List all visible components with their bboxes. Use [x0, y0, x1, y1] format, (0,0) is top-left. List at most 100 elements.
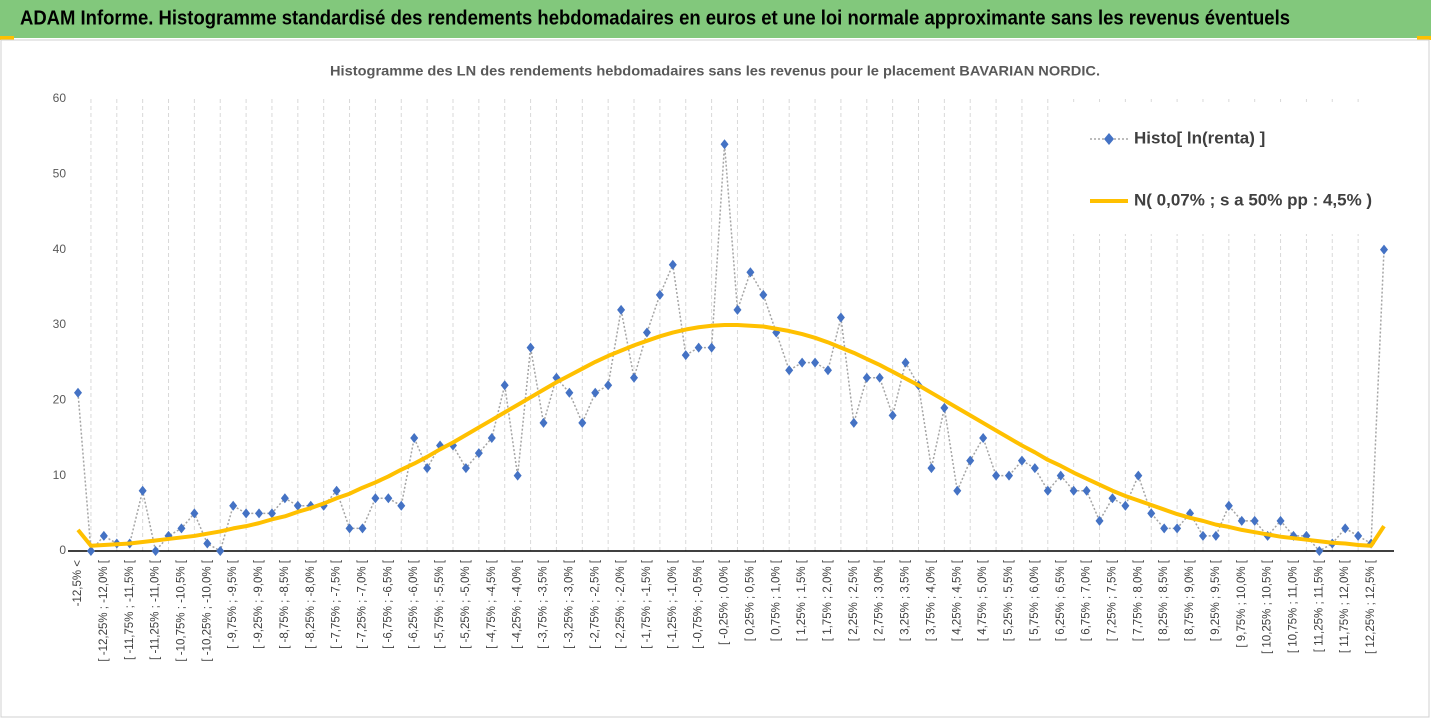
data-point — [1276, 515, 1285, 526]
x-tick-label: [ 2,75% ; 3,0% [ — [874, 559, 886, 641]
x-tick-label: [ 0,25% ; 0,5% [ — [744, 559, 756, 641]
series-line — [76, 323, 1386, 548]
data-point — [1380, 244, 1388, 255]
x-tick-label: [ 2,25% ; 2,5% [ — [848, 559, 860, 641]
data-point — [203, 538, 212, 549]
corner-tab — [1417, 36, 1431, 40]
x-tick-label: [ -7,75% ; -7,5% [ — [331, 559, 343, 649]
data-point — [242, 508, 251, 519]
x-tick-label: [ -8,75% ; -8,5% [ — [279, 559, 291, 649]
data-point — [1237, 515, 1246, 526]
data-point — [953, 485, 962, 496]
data-point — [1108, 493, 1117, 504]
x-tick-label: [ -6,75% ; -6,5% [ — [382, 559, 394, 649]
x-tick-label: [ -5,75% ; -5,5% [ — [434, 559, 446, 649]
data-point — [513, 470, 522, 481]
x-tick-label: [ 1,75% ; 2,0% [ — [822, 559, 834, 641]
x-tick-label: [ -2,75% ; -2,5% [ — [589, 559, 601, 649]
data-point — [280, 493, 289, 504]
data-point — [681, 350, 690, 361]
legend-marker — [1104, 133, 1114, 145]
data-point — [733, 304, 742, 315]
page-title: ADAM Informe. Histogramme standardisé de… — [20, 7, 1290, 29]
data-point — [293, 500, 302, 511]
x-tick-label: [ 4,25% ; 4,5% [ — [951, 559, 963, 641]
x-tick-label: [ 8,75% ; 9,0% [ — [1184, 559, 1196, 641]
data-point — [461, 463, 470, 474]
data-point — [358, 523, 367, 534]
y-tick-label: 10 — [53, 468, 67, 482]
x-tick-label: [ -4,75% ; -4,5% [ — [486, 559, 498, 649]
chart-frame — [0, 39, 1430, 718]
data-point — [1315, 546, 1324, 556]
header-band — [0, 0, 1431, 38]
data-point — [487, 433, 496, 443]
x-tick-label: [ 11,75% ; 12,0% [ — [1339, 559, 1351, 653]
x-tick-label: [ 5,75% ; 6,0% [ — [1029, 559, 1041, 641]
data-point — [539, 417, 548, 428]
data-point — [759, 289, 768, 300]
x-tick-label: [ -0,75% ; -0,5% [ — [693, 559, 705, 649]
x-tick-label: [ -4,25% ; -4,0% [ — [512, 559, 524, 649]
x-tick-label: [ -1,75% ; -1,5% [ — [641, 559, 653, 649]
data-point — [1341, 523, 1350, 534]
data-point — [823, 365, 832, 376]
data-point — [849, 417, 858, 428]
x-tick-label: [ -1,25% ; -1,0% [ — [667, 559, 679, 649]
data-point — [190, 508, 199, 519]
x-tick-label: [ -11,25% ; -11,0% [ — [150, 559, 162, 660]
data-point — [798, 357, 807, 368]
y-tick-label: 60 — [53, 91, 67, 105]
data-point — [746, 267, 755, 278]
x-tick-label: [ 6,25% ; 6,5% [ — [1055, 559, 1067, 641]
data-point — [836, 312, 845, 323]
data-point — [229, 500, 238, 511]
data-point — [1095, 515, 1104, 526]
data-point — [86, 546, 95, 556]
data-point — [785, 365, 794, 376]
x-tick-label: [ 12,25% ; 12,5% [ — [1365, 559, 1377, 654]
data-point — [565, 387, 574, 398]
data-point — [216, 546, 225, 556]
x-tick-label: [ -3,75% ; -3,5% [ — [538, 559, 550, 649]
data-point — [1173, 523, 1182, 534]
data-point — [423, 463, 432, 474]
x-tick-label: [ 3,25% ; 3,5% [ — [900, 559, 912, 641]
x-tick-label: [ 7,25% ; 7,5% [ — [1106, 559, 1118, 641]
data-point — [927, 463, 936, 474]
data-point — [979, 433, 988, 443]
data-point — [1043, 485, 1052, 496]
data-point — [720, 139, 729, 150]
y-tick-label: 30 — [53, 317, 67, 331]
x-tick-label: [ -6,25% ; -6,0% [ — [408, 559, 420, 649]
data-point — [474, 448, 483, 459]
x-tick-label: [ 1,25% ; 1,5% [ — [796, 559, 808, 641]
data-point — [591, 387, 600, 398]
x-tick-label: [ -10,75% ; -10,5% [ — [175, 559, 187, 661]
data-point — [888, 410, 897, 421]
data-point — [1030, 463, 1039, 474]
x-tick-label: [ -7,25% ; -7,0% [ — [357, 559, 369, 649]
data-point — [99, 530, 108, 541]
data-point — [862, 372, 871, 383]
data-point — [1147, 508, 1156, 519]
data-point — [901, 357, 910, 368]
data-point — [1198, 530, 1207, 541]
data-point — [1056, 470, 1065, 481]
y-tick-label: 20 — [53, 393, 67, 407]
data-point — [811, 357, 820, 368]
corner-tab — [0, 36, 14, 40]
x-tick-label: [ 10,25% ; 10,5% [ — [1262, 559, 1274, 654]
data-point — [1224, 500, 1233, 511]
y-tick-label: 50 — [53, 167, 67, 181]
data-point — [177, 523, 186, 534]
x-tick-label: [ -5,25% ; -5,0% [ — [460, 559, 472, 649]
data-point — [332, 485, 341, 496]
x-tick-label: [ 9,75% ; 10,0% [ — [1236, 559, 1248, 647]
data-point — [1211, 530, 1220, 541]
data-point — [500, 380, 509, 391]
data-point — [655, 289, 664, 300]
data-point — [694, 342, 703, 353]
x-tick-label: [ -11,75% ; -11,5% [ — [124, 559, 136, 660]
